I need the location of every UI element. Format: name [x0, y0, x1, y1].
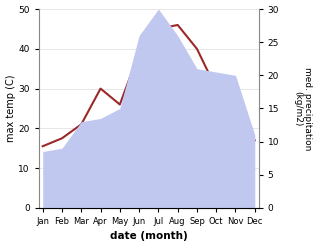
Y-axis label: med. precipitation
(kg/m2): med. precipitation (kg/m2)	[293, 67, 313, 150]
Y-axis label: max temp (C): max temp (C)	[5, 75, 16, 142]
X-axis label: date (month): date (month)	[110, 231, 188, 242]
